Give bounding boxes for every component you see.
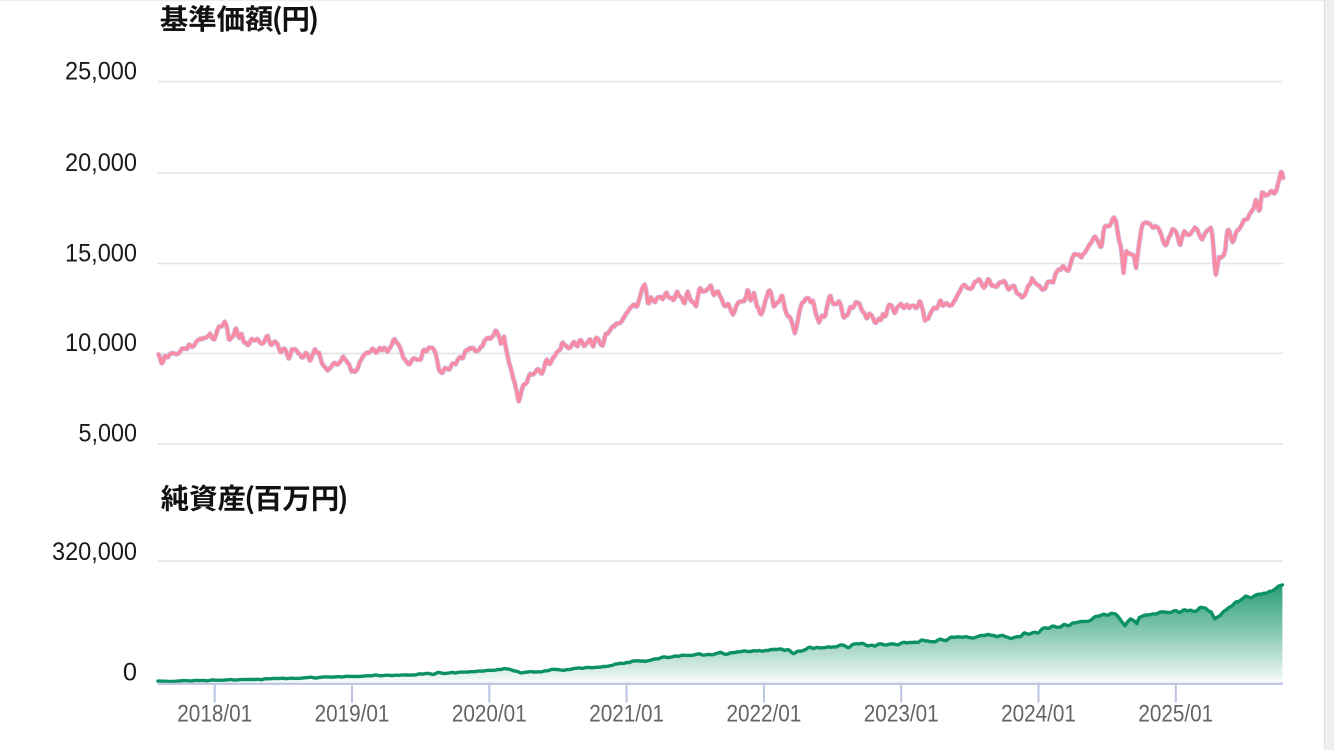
svg-text:2021/01: 2021/01	[589, 702, 664, 728]
svg-text:25,000: 25,000	[65, 57, 137, 85]
svg-text:15,000: 15,000	[65, 239, 137, 267]
svg-text:20,000: 20,000	[65, 149, 137, 177]
svg-text:0: 0	[123, 659, 137, 687]
svg-text:2020/01: 2020/01	[452, 702, 527, 728]
svg-text:2018/01: 2018/01	[177, 702, 252, 728]
svg-text:5,000: 5,000	[79, 420, 138, 448]
svg-text:2019/01: 2019/01	[315, 702, 390, 728]
svg-text:10,000: 10,000	[65, 329, 137, 357]
svg-text:2023/01: 2023/01	[864, 702, 939, 728]
svg-text:2022/01: 2022/01	[727, 702, 802, 728]
svg-text:2024/01: 2024/01	[1001, 702, 1076, 728]
svg-text:320,000: 320,000	[52, 538, 137, 566]
svg-text:2025/01: 2025/01	[1138, 702, 1213, 728]
